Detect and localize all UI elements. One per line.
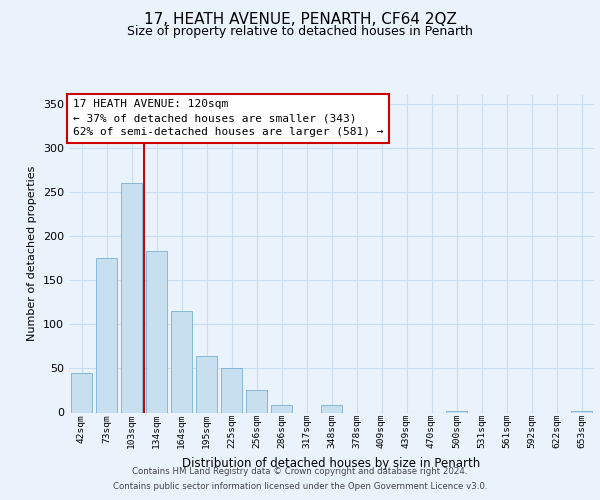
Bar: [171, 311, 192, 412]
Bar: [446, 410, 467, 412]
Bar: [246, 390, 267, 412]
Text: Contains HM Land Registry data © Crown copyright and database right 2024.: Contains HM Land Registry data © Crown c…: [132, 467, 468, 476]
Text: 17 HEATH AVENUE: 120sqm
← 37% of detached houses are smaller (343)
62% of semi-d: 17 HEATH AVENUE: 120sqm ← 37% of detache…: [73, 100, 383, 138]
Bar: [571, 410, 592, 412]
Text: 17, HEATH AVENUE, PENARTH, CF64 2QZ: 17, HEATH AVENUE, PENARTH, CF64 2QZ: [143, 12, 457, 28]
Text: Contains public sector information licensed under the Open Government Licence v3: Contains public sector information licen…: [113, 482, 487, 491]
Bar: [71, 373, 92, 412]
Bar: [271, 406, 292, 412]
Bar: [96, 258, 117, 412]
Bar: [196, 356, 217, 412]
Bar: [121, 183, 142, 412]
Bar: [146, 251, 167, 412]
Bar: [221, 368, 242, 412]
Text: Size of property relative to detached houses in Penarth: Size of property relative to detached ho…: [127, 25, 473, 38]
Y-axis label: Number of detached properties: Number of detached properties: [28, 166, 37, 342]
X-axis label: Distribution of detached houses by size in Penarth: Distribution of detached houses by size …: [182, 456, 481, 469]
Bar: [321, 404, 342, 412]
